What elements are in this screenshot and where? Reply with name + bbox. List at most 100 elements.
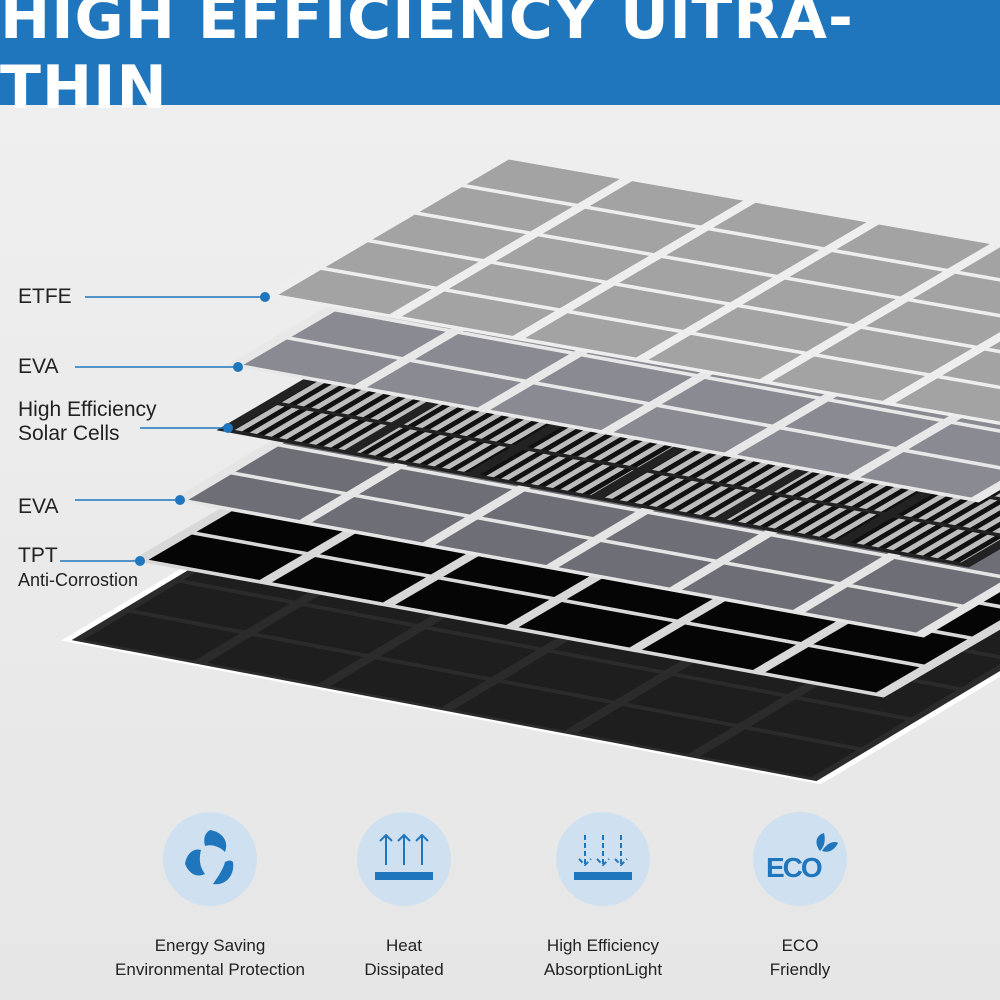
cell: [372, 214, 526, 260]
cell: [605, 514, 759, 560]
cell: [466, 159, 620, 204]
cell: [188, 474, 342, 520]
cell: [852, 559, 1000, 605]
cell: [448, 263, 603, 309]
cell: [482, 491, 636, 537]
cell: [83, 612, 240, 661]
cell: [133, 582, 290, 631]
recycle-leaves-icon: [163, 812, 257, 906]
cell: [319, 529, 475, 575]
cell: [942, 350, 1000, 395]
label-line1: High Efficiency: [18, 398, 157, 421]
cell: [527, 422, 681, 468]
cell: [650, 444, 804, 490]
layer-label-etfe: ETFE: [18, 285, 72, 308]
cell: [661, 379, 816, 425]
cell: [773, 467, 928, 513]
feature-eco-friendly: ECO ECO Friendly: [680, 812, 920, 982]
light-down-arrows-icon: [556, 812, 650, 906]
leader-dot: [135, 556, 145, 566]
cell: [525, 313, 679, 358]
eco-leaf-icon: ECO: [753, 812, 847, 906]
cell: [850, 517, 1000, 563]
cell: [577, 706, 734, 755]
cell: [613, 407, 768, 453]
cell: [453, 682, 610, 731]
cell: [695, 307, 849, 352]
cell: [897, 489, 1000, 535]
cell: [836, 224, 990, 269]
leader-dot: [223, 423, 233, 433]
cell: [805, 587, 959, 633]
cell: [401, 291, 556, 336]
cell: [395, 579, 550, 625]
cell: [666, 230, 820, 275]
feature-line1: Heat: [386, 936, 422, 955]
cell: [765, 647, 920, 693]
cell: [700, 729, 857, 778]
cell: [959, 246, 1000, 291]
label-line2: Solar Cells: [18, 422, 120, 445]
cell: [908, 424, 1000, 470]
cell: [518, 602, 673, 648]
cell: [403, 399, 558, 445]
cell: [558, 542, 712, 588]
feature-absorption-light: High Efficiency AbsorptionLight: [483, 812, 723, 982]
cell: [206, 635, 363, 684]
cell: [356, 427, 511, 473]
solar-panel-layers-illustration: [60, 154, 1000, 785]
cell: [619, 257, 773, 303]
cell: [726, 494, 881, 540]
cell: [380, 629, 537, 678]
feature-line2: Dissipated: [364, 960, 444, 979]
cell: [325, 242, 479, 287]
cell: [589, 181, 744, 226]
cell: [257, 605, 413, 654]
label-line1: TPT: [18, 544, 58, 567]
cell: [713, 202, 867, 248]
cell: [627, 676, 784, 725]
cell: [443, 551, 598, 597]
cell: [771, 356, 926, 401]
cell: [233, 404, 387, 450]
cell: [490, 384, 645, 430]
cell: [495, 236, 650, 281]
cell: [865, 301, 1000, 346]
cell: [742, 279, 896, 325]
cell: [648, 334, 802, 380]
leader-dot: [260, 292, 270, 302]
cell: [736, 429, 892, 475]
feature-line2: Friendly: [769, 960, 831, 979]
cell: [243, 339, 398, 385]
leader-dot: [175, 495, 185, 505]
cell: [566, 574, 721, 620]
feature-line2: AbsorptionLight: [543, 960, 663, 979]
feature-line1: Energy Saving: [154, 936, 266, 955]
layer-label-solar-cells: High Efficiency Solar Cells: [18, 398, 157, 446]
cell: [435, 519, 589, 565]
cell: [196, 506, 351, 552]
cell: [789, 252, 943, 297]
layer-label-tpt: TPT Anti-Corrostion: [18, 544, 138, 592]
layer-label-eva-top: EVA: [18, 355, 59, 378]
cell: [860, 452, 1000, 498]
page-title: HIGH EFFICIENCY UlTRA-THIN: [0, 0, 854, 123]
label-line2: Anti-Corrostion: [18, 570, 139, 590]
cell: [728, 536, 883, 582]
cell: [784, 401, 940, 447]
cell: [503, 652, 660, 701]
cell: [311, 497, 466, 543]
cell: [603, 472, 757, 518]
feature-line1: High Efficiency: [546, 936, 660, 955]
feature-heat-dissipated: Heat Dissipated: [284, 812, 524, 982]
feature-energy-saving: Energy Saving Environmental Protection: [90, 812, 330, 982]
cell: [366, 362, 522, 408]
cell: [538, 356, 693, 402]
cell: [912, 273, 1000, 319]
cell: [148, 534, 303, 580]
etfe-layer: [261, 154, 1000, 428]
cell: [330, 659, 487, 708]
cell: [280, 377, 434, 423]
cell: [414, 334, 570, 380]
cell: [750, 699, 907, 748]
